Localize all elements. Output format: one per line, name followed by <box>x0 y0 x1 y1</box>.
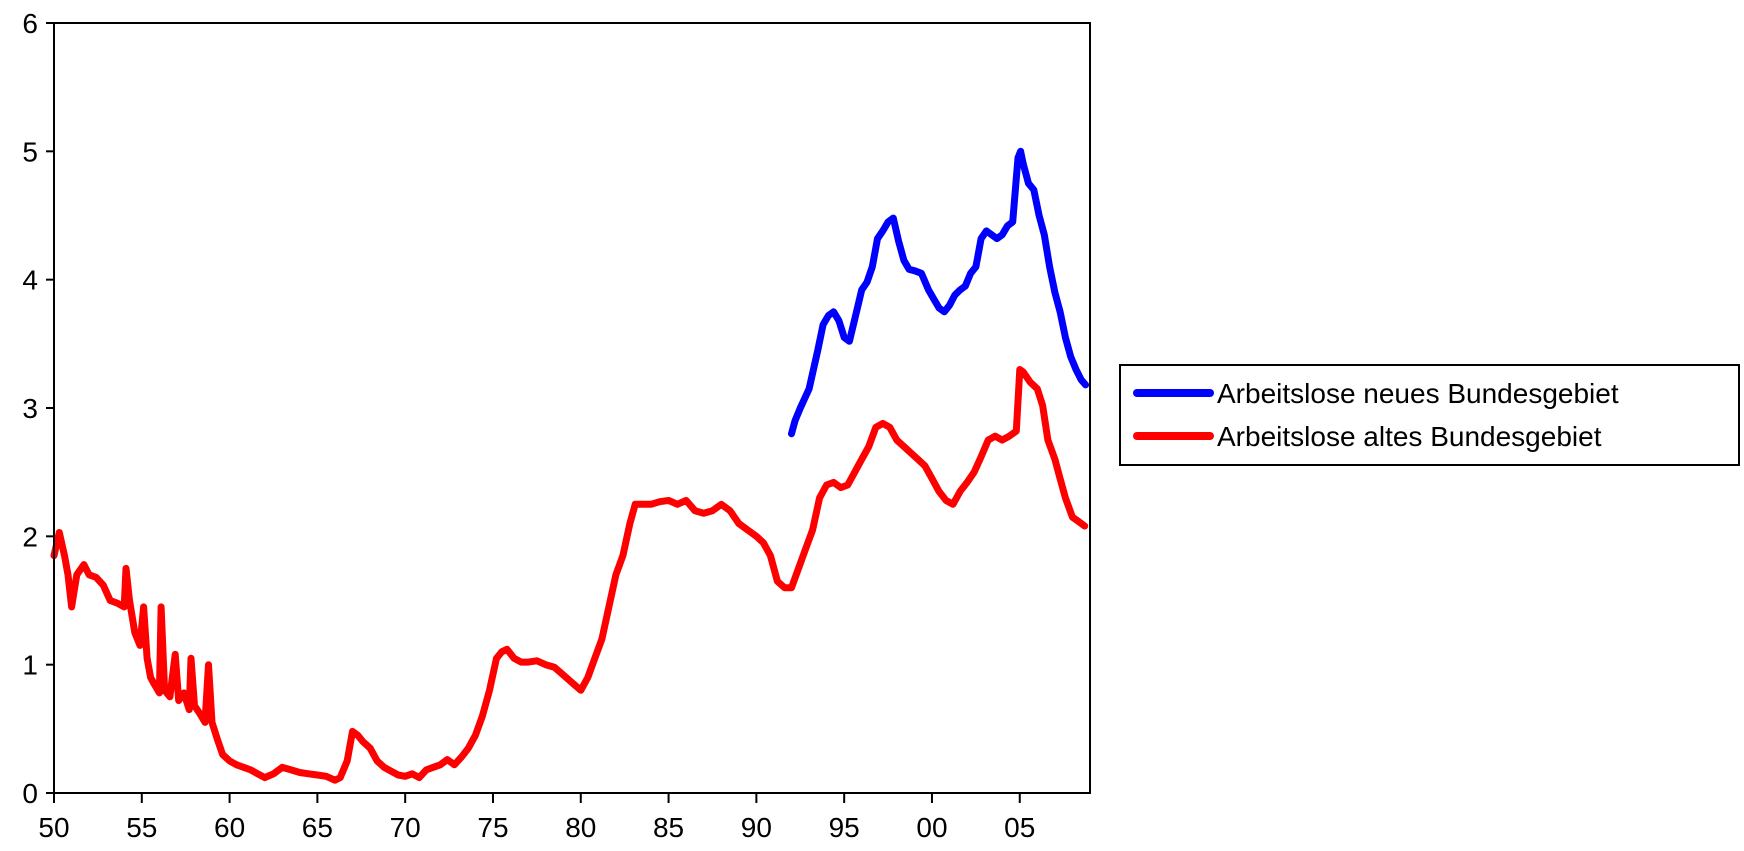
y-tick-label: 4 <box>22 265 38 296</box>
y-tick-label: 3 <box>22 393 38 424</box>
legend-box <box>1119 364 1740 466</box>
legend-label-altes: Arbeitslose altes Bundesgebiet <box>1217 421 1602 452</box>
y-axis: 0 1 2 3 4 5 6 <box>22 8 54 809</box>
y-tick-label: 5 <box>22 136 38 167</box>
series-line-altes-bundesgebiet <box>50 366 1089 784</box>
x-tick-label: 80 <box>565 812 596 843</box>
legend-label-neues: Arbeitslose neues Bundesgebiet <box>1217 378 1619 409</box>
x-tick-label: 90 <box>741 812 772 843</box>
x-tick-label: 55 <box>126 812 157 843</box>
x-axis: 50 55 60 65 70 75 80 85 90 95 00 05 <box>38 793 1035 843</box>
plot-series <box>50 147 1090 784</box>
x-tick-label: 50 <box>38 812 69 843</box>
x-tick-label: 65 <box>302 812 333 843</box>
x-tick-label: 85 <box>653 812 684 843</box>
y-tick-label: 1 <box>22 650 38 681</box>
x-tick-label: 75 <box>477 812 508 843</box>
y-tick-label: 2 <box>22 521 38 552</box>
x-tick-label: 05 <box>1004 812 1035 843</box>
x-tick-label: 60 <box>214 812 245 843</box>
legend: Arbeitslose neues Bundesgebiet Arbeitslo… <box>1119 364 1740 466</box>
series-line-neues-bundesgebiet <box>788 147 1090 438</box>
x-tick-label: 95 <box>829 812 860 843</box>
plot-area-frame <box>53 22 1091 794</box>
x-tick-label: 70 <box>390 812 421 843</box>
x-tick-label: 00 <box>916 812 947 843</box>
y-tick-label: 0 <box>22 778 38 809</box>
y-tick-label: 6 <box>22 8 38 39</box>
